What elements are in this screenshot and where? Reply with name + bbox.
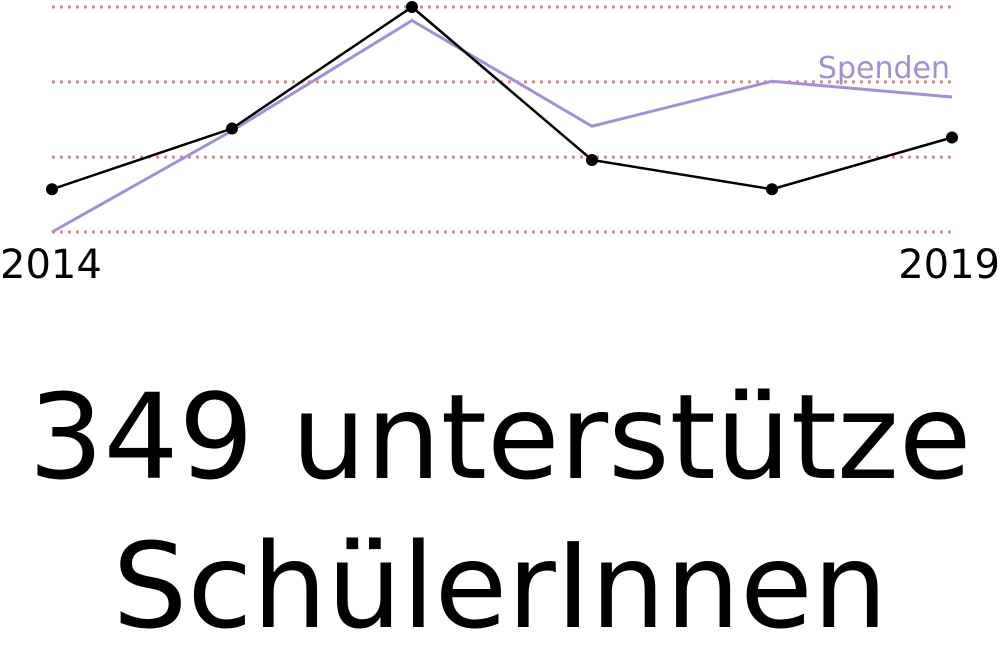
- series-label-spenden: Spenden: [818, 51, 950, 86]
- series-0-point-4: [766, 183, 778, 196]
- x-tick-label-end: 2019: [898, 242, 1000, 288]
- series-0-point-2: [406, 1, 418, 13]
- gridlines: [52, 5, 955, 234]
- headline-line-2: SchülerInnen: [112, 517, 888, 655]
- series-lines: [51, 5, 953, 234]
- series-0-point-0: [46, 183, 58, 196]
- series-line-1: [51, 18, 953, 234]
- series-0-point-3: [586, 154, 598, 166]
- series-markers: [46, 1, 958, 196]
- headline-line-1: 349 unterstütze: [28, 368, 972, 506]
- line-chart: 2014 2019 Spenden: [0, 1, 1000, 288]
- series-0-point-5: [946, 131, 958, 144]
- chart-labels: 2014 2019 Spenden: [0, 51, 1000, 288]
- series-line-0: [51, 5, 953, 191]
- series-0-point-1: [226, 122, 238, 135]
- x-tick-label-start: 2014: [0, 242, 102, 288]
